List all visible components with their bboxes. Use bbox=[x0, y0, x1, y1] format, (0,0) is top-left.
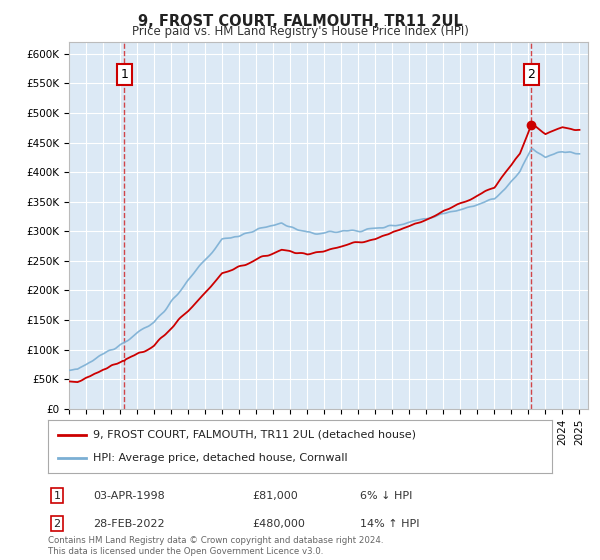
Text: 6% ↓ HPI: 6% ↓ HPI bbox=[360, 491, 412, 501]
Text: 2: 2 bbox=[527, 68, 535, 81]
Text: 14% ↑ HPI: 14% ↑ HPI bbox=[360, 519, 419, 529]
Text: 9, FROST COURT, FALMOUTH, TR11 2UL: 9, FROST COURT, FALMOUTH, TR11 2UL bbox=[137, 14, 463, 29]
Text: Contains HM Land Registry data © Crown copyright and database right 2024.
This d: Contains HM Land Registry data © Crown c… bbox=[48, 536, 383, 556]
Text: £480,000: £480,000 bbox=[252, 519, 305, 529]
Text: 28-FEB-2022: 28-FEB-2022 bbox=[93, 519, 164, 529]
Text: Price paid vs. HM Land Registry's House Price Index (HPI): Price paid vs. HM Land Registry's House … bbox=[131, 25, 469, 38]
Text: 2: 2 bbox=[53, 519, 61, 529]
Text: 1: 1 bbox=[53, 491, 61, 501]
Text: 03-APR-1998: 03-APR-1998 bbox=[93, 491, 165, 501]
Text: 9, FROST COURT, FALMOUTH, TR11 2UL (detached house): 9, FROST COURT, FALMOUTH, TR11 2UL (deta… bbox=[94, 430, 416, 440]
Text: HPI: Average price, detached house, Cornwall: HPI: Average price, detached house, Corn… bbox=[94, 453, 348, 463]
Text: £81,000: £81,000 bbox=[252, 491, 298, 501]
Text: 1: 1 bbox=[121, 68, 128, 81]
